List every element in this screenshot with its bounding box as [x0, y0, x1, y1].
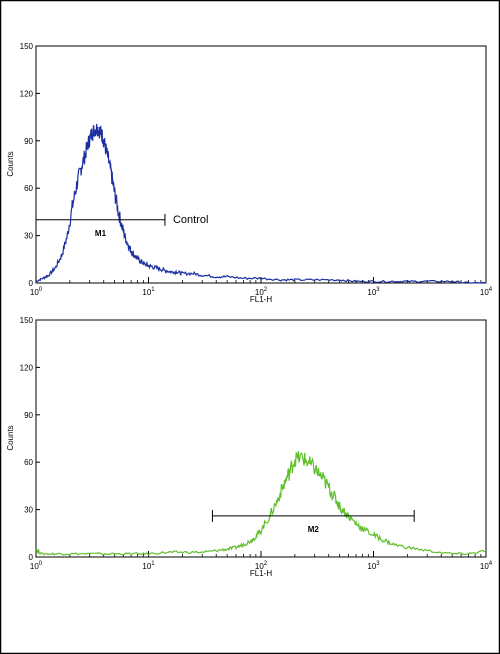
x-tick-label: 102 [255, 287, 268, 297]
x-axis-label: FL1-H [250, 569, 272, 578]
x-tick-label: 103 [367, 287, 380, 297]
y-tick-label: 0 [29, 553, 34, 562]
plot-area [35, 45, 487, 284]
plot-area [35, 319, 487, 558]
y-tick-label: 120 [20, 363, 34, 372]
gate-marker-m1: M1 [35, 213, 166, 238]
control-annotation: Control [173, 214, 208, 226]
sample-histogram-panel: 0 30 60 90 120 150 100 101 102 103 104 Counts FL1… [6, 316, 493, 578]
y-tick-label: 90 [24, 137, 33, 146]
control-histogram-panel: 0 30 60 90 120 150 100 101 102 103 104 Counts FL1… [6, 42, 493, 304]
x-tick-label: 101 [142, 287, 155, 297]
y-tick-label: 60 [24, 458, 33, 467]
x-axis-label: FL1-H [250, 295, 272, 304]
x-tick-label: 104 [480, 561, 493, 571]
y-tick-label: 30 [24, 232, 33, 241]
y-tick-label: 0 [29, 279, 34, 288]
y-axis-ticks: 0 30 60 90 120 150 [20, 42, 40, 288]
gate-label: M2 [308, 525, 320, 534]
y-axis-label: Counts [6, 151, 15, 176]
series-line [35, 450, 487, 556]
x-tick-label: 100 [30, 561, 43, 571]
gate-label: M1 [95, 229, 107, 238]
y-axis-ticks: 0 30 60 90 120 150 [20, 316, 40, 562]
x-tick-label: 104 [480, 287, 493, 297]
gate-marker-m2: M2 [211, 509, 415, 534]
x-tick-label: 102 [255, 561, 268, 571]
y-axis-label: Counts [6, 425, 15, 450]
x-tick-label: 101 [142, 561, 155, 571]
y-tick-label: 90 [24, 411, 33, 420]
series-line [35, 123, 487, 284]
y-tick-label: 30 [24, 506, 33, 515]
y-tick-label: 60 [24, 184, 33, 193]
y-tick-label: 150 [20, 316, 34, 325]
x-tick-label: 103 [367, 561, 380, 571]
y-tick-label: 120 [20, 89, 34, 98]
x-tick-label: 100 [30, 287, 43, 297]
y-tick-label: 150 [20, 42, 34, 51]
